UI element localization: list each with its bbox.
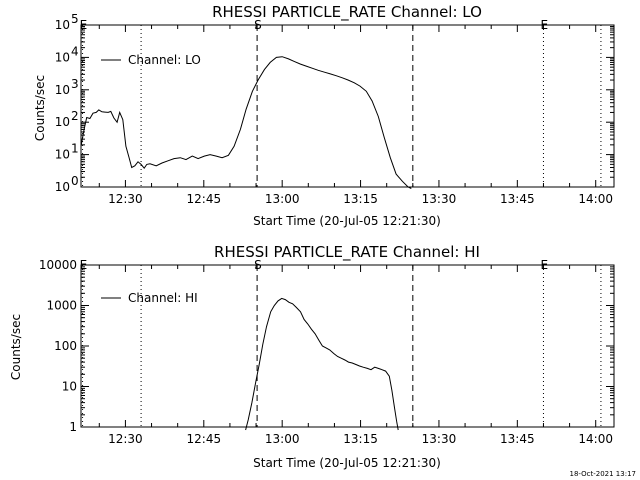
y-tick-exponent: 3 bbox=[71, 77, 79, 91]
y-tick-label: 10 bbox=[62, 380, 77, 394]
y-tick-labels: 1 10 100 1000 10000 bbox=[39, 258, 77, 434]
x-tick-label: 13:15 bbox=[343, 432, 378, 446]
x-tick-label: 12:30 bbox=[108, 432, 143, 446]
y-tick-exponent: 2 bbox=[71, 109, 79, 123]
x-tick-label: 12:45 bbox=[187, 432, 222, 446]
x-tick-label: 14:00 bbox=[578, 192, 613, 206]
y-tick-exponent: 1 bbox=[71, 142, 79, 156]
y-tick-label: 100 bbox=[54, 339, 77, 353]
series-line-lo bbox=[80, 56, 412, 189]
x-tick-label: 12:30 bbox=[108, 192, 143, 206]
x-tick-label: 14:00 bbox=[578, 432, 613, 446]
x-tick-labels: 12:30 12:45 13:00 13:15 13:30 13:45 14:00 bbox=[108, 192, 613, 206]
y-tick-label: 1000 bbox=[46, 299, 77, 313]
plot-frame bbox=[80, 264, 615, 428]
legend-label: Channel: LO bbox=[128, 53, 201, 67]
axis-ticks bbox=[81, 25, 614, 188]
x-tick-label: 13:45 bbox=[500, 192, 535, 206]
y-tick-label: 10 bbox=[55, 18, 70, 32]
y-tick-label: 10 bbox=[55, 83, 70, 97]
timestamp: 18-Oct-2021 13:17 bbox=[570, 470, 636, 478]
y-tick-label: 10 bbox=[55, 180, 70, 194]
x-axis-label: Start Time (20-Jul-05 12:21:30) bbox=[253, 456, 441, 470]
y-tick-exponent: 0 bbox=[71, 174, 79, 188]
y-tick-label: 10000 bbox=[39, 258, 77, 272]
y-axis-label: Counts/sec bbox=[9, 314, 23, 380]
y-tick-label: 10 bbox=[55, 50, 70, 64]
x-axis-label: Start Time (20-Jul-05 12:21:30) bbox=[253, 214, 441, 228]
series-line-hi bbox=[245, 297, 399, 431]
y-tick-exponent: 4 bbox=[71, 44, 79, 58]
y-tick-label: 10 bbox=[55, 115, 70, 129]
x-tick-labels: 12:30 12:45 13:00 13:15 13:30 13:45 14:00 bbox=[108, 432, 613, 446]
y-tick-label: 10 bbox=[55, 148, 70, 162]
plot-frame bbox=[80, 24, 615, 188]
x-tick-label: 13:45 bbox=[500, 432, 535, 446]
legend-label: Channel: HI bbox=[128, 291, 198, 305]
y-axis-label: Counts/sec bbox=[33, 75, 47, 141]
x-tick-label: 13:30 bbox=[422, 192, 457, 206]
x-tick-label: 12:45 bbox=[187, 192, 222, 206]
x-tick-label: 13:30 bbox=[422, 432, 457, 446]
axis-ticks bbox=[81, 265, 614, 428]
chart-title: RHESSI PARTICLE_RATE Channel: LO bbox=[212, 3, 482, 22]
x-tick-label: 13:15 bbox=[343, 192, 378, 206]
chart-title: RHESSI PARTICLE_RATE Channel: HI bbox=[214, 243, 480, 262]
y-tick-label: 1 bbox=[69, 420, 77, 434]
y-tick-exponent: 5 bbox=[71, 12, 79, 26]
x-tick-label: 13:00 bbox=[265, 192, 300, 206]
x-tick-label: 13:00 bbox=[265, 432, 300, 446]
